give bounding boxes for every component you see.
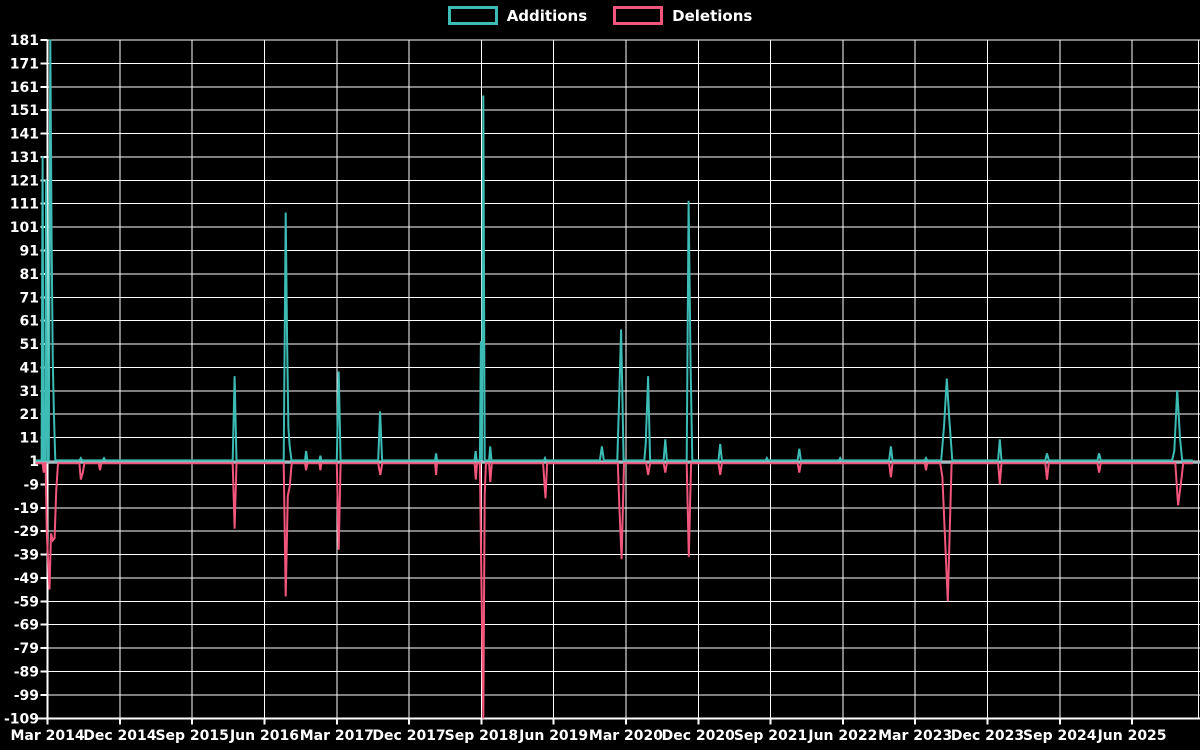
y-tick-label: 181 xyxy=(10,33,39,49)
additions-line[interactable] xyxy=(36,39,1193,462)
x-tick-label: Jun 2016 xyxy=(229,728,299,744)
y-tick-label: -109 xyxy=(4,711,39,727)
y-tick-label: -19 xyxy=(14,501,39,517)
additions-swatch-icon xyxy=(447,6,498,25)
y-tick-label: 141 xyxy=(10,127,39,143)
deletions-line[interactable] xyxy=(36,462,1193,719)
y-tick-label: 81 xyxy=(20,267,39,283)
y-tick-label: -79 xyxy=(14,641,39,657)
y-tick-label: 171 xyxy=(10,56,39,72)
y-tick-label: 31 xyxy=(20,384,39,400)
y-tick-label: -99 xyxy=(14,688,39,704)
y-tick-label: 111 xyxy=(10,197,39,213)
y-tick-label: -49 xyxy=(14,571,39,587)
y-tick-label: 131 xyxy=(10,150,39,166)
x-tick-label: Jun 2022 xyxy=(807,728,877,744)
y-tick-label: -69 xyxy=(14,618,39,634)
y-tick-label: 21 xyxy=(20,407,39,423)
y-tick-label: 161 xyxy=(10,80,39,96)
y-tick-label: -29 xyxy=(14,524,39,540)
x-tick-label: Dec 2020 xyxy=(662,728,736,744)
y-tick-label: 51 xyxy=(20,337,39,353)
y-tick-label: 1 xyxy=(29,454,39,470)
x-tick-label: Sep 2018 xyxy=(445,728,518,744)
x-tick-label: Dec 2017 xyxy=(372,728,445,744)
y-tick-label: 61 xyxy=(20,314,39,330)
y-tick-label: -89 xyxy=(14,665,39,681)
x-tick-label: Dec 2023 xyxy=(951,728,1024,744)
y-tick-label: 71 xyxy=(20,290,39,306)
x-tick-label: Mar 2017 xyxy=(300,728,374,744)
x-tick-label: Sep 2015 xyxy=(155,728,228,744)
deletions-swatch-icon xyxy=(613,6,664,25)
y-tick-label: 91 xyxy=(20,243,39,259)
y-tick-label: 121 xyxy=(10,173,39,189)
x-tick-label: Mar 2023 xyxy=(878,728,952,744)
x-tick-label: Mar 2020 xyxy=(589,728,663,744)
y-tick-label: -39 xyxy=(14,548,39,564)
legend-label-deletions: Deletions xyxy=(672,6,753,25)
y-tick-label: 41 xyxy=(20,360,39,376)
x-tick-label: Sep 2021 xyxy=(734,728,807,744)
x-tick-label: Dec 2014 xyxy=(83,728,157,744)
legend-label-additions: Additions xyxy=(506,6,588,25)
y-tick-label: 11 xyxy=(20,431,39,447)
x-tick-label: Jun 2019 xyxy=(518,728,588,744)
y-tick-label: -9 xyxy=(23,477,39,493)
y-tick-label: 101 xyxy=(10,220,39,236)
x-tick-label: Mar 2014 xyxy=(11,728,85,744)
x-tick-label: Sep 2024 xyxy=(1023,728,1097,744)
y-tick-label: -59 xyxy=(14,594,39,610)
x-tick-label: Jun 2025 xyxy=(1097,728,1167,744)
legend-item-deletions[interactable]: Deletions xyxy=(613,6,752,25)
legend: Additions Deletions xyxy=(0,6,1200,25)
y-tick-label: 151 xyxy=(10,103,39,119)
legend-item-additions[interactable]: Additions xyxy=(447,6,588,25)
